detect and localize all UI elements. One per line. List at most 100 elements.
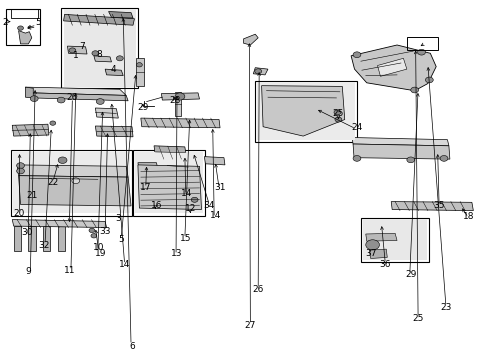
Text: 14: 14 — [209, 211, 221, 220]
Text: 21: 21 — [26, 191, 38, 199]
Text: 20: 20 — [13, 209, 24, 217]
Circle shape — [410, 87, 418, 93]
Circle shape — [92, 51, 99, 56]
Text: 33: 33 — [99, 227, 111, 236]
Text: 14: 14 — [119, 260, 130, 269]
Polygon shape — [365, 233, 396, 241]
Polygon shape — [63, 9, 136, 87]
Circle shape — [406, 157, 414, 163]
Polygon shape — [352, 144, 449, 159]
Polygon shape — [14, 226, 21, 251]
Circle shape — [18, 26, 23, 30]
Polygon shape — [32, 93, 128, 101]
Polygon shape — [12, 220, 106, 228]
Polygon shape — [350, 45, 435, 91]
Circle shape — [254, 69, 261, 74]
Text: 5: 5 — [35, 18, 41, 27]
Text: 12: 12 — [184, 204, 196, 213]
Text: 9: 9 — [25, 267, 31, 276]
Text: 36: 36 — [379, 260, 390, 269]
Text: 6: 6 — [129, 342, 135, 351]
Text: 8: 8 — [96, 50, 102, 59]
Polygon shape — [135, 152, 203, 213]
Text: 31: 31 — [214, 184, 225, 192]
Text: 29: 29 — [137, 103, 148, 112]
Polygon shape — [25, 87, 126, 95]
Text: 4: 4 — [110, 65, 116, 74]
Polygon shape — [67, 46, 87, 54]
Polygon shape — [377, 58, 406, 76]
Polygon shape — [13, 152, 130, 213]
Bar — [61, 8, 138, 88]
Polygon shape — [19, 31, 32, 44]
Polygon shape — [141, 118, 220, 128]
Circle shape — [334, 117, 341, 122]
Text: 24: 24 — [350, 123, 362, 132]
Polygon shape — [204, 157, 224, 165]
Circle shape — [425, 77, 432, 83]
Polygon shape — [138, 163, 157, 167]
Polygon shape — [19, 176, 131, 206]
Text: 29: 29 — [404, 270, 416, 279]
Circle shape — [58, 157, 67, 163]
Text: 7: 7 — [79, 41, 85, 50]
Polygon shape — [95, 108, 118, 118]
Text: 17: 17 — [140, 184, 151, 192]
Polygon shape — [12, 124, 49, 136]
Circle shape — [96, 99, 104, 104]
Circle shape — [89, 228, 95, 233]
Text: 19: 19 — [94, 249, 106, 258]
Text: 23: 23 — [439, 303, 451, 312]
Circle shape — [352, 156, 360, 161]
Text: 1: 1 — [73, 51, 79, 60]
Polygon shape — [58, 226, 65, 251]
Text: 13: 13 — [171, 249, 183, 258]
Bar — [360, 218, 428, 262]
Text: 25: 25 — [332, 109, 344, 118]
Polygon shape — [261, 86, 344, 136]
Polygon shape — [154, 146, 186, 159]
Text: 26: 26 — [252, 285, 264, 294]
Circle shape — [439, 156, 447, 161]
Circle shape — [333, 110, 340, 115]
Bar — [133, 150, 205, 216]
Bar — [11, 150, 132, 216]
Polygon shape — [161, 93, 199, 100]
Polygon shape — [351, 138, 448, 146]
Polygon shape — [108, 12, 133, 18]
Polygon shape — [136, 58, 144, 86]
Text: 22: 22 — [47, 178, 59, 187]
Circle shape — [175, 93, 184, 100]
Polygon shape — [17, 165, 128, 177]
Circle shape — [17, 168, 24, 174]
Polygon shape — [175, 92, 181, 116]
Polygon shape — [362, 219, 427, 260]
Polygon shape — [368, 249, 386, 258]
Text: 5: 5 — [118, 235, 124, 244]
Polygon shape — [28, 226, 36, 251]
Text: 37: 37 — [364, 249, 376, 258]
Text: 3: 3 — [115, 214, 121, 223]
Text: 30: 30 — [21, 228, 33, 237]
Circle shape — [352, 52, 360, 58]
Text: 28: 28 — [169, 95, 181, 104]
Text: 10: 10 — [93, 243, 104, 252]
Circle shape — [91, 234, 97, 238]
Polygon shape — [95, 126, 133, 137]
Polygon shape — [138, 165, 201, 210]
Polygon shape — [243, 34, 258, 45]
Circle shape — [17, 163, 24, 168]
Circle shape — [191, 197, 198, 202]
Text: 25: 25 — [411, 314, 423, 323]
Circle shape — [57, 97, 65, 103]
Polygon shape — [63, 14, 134, 25]
Text: 14: 14 — [181, 189, 192, 198]
Polygon shape — [390, 202, 472, 211]
Polygon shape — [257, 82, 354, 140]
Polygon shape — [105, 69, 123, 76]
Polygon shape — [43, 226, 50, 251]
Circle shape — [69, 48, 76, 53]
Text: 2: 2 — [2, 18, 8, 27]
Text: 15: 15 — [180, 234, 191, 243]
Circle shape — [72, 178, 80, 184]
